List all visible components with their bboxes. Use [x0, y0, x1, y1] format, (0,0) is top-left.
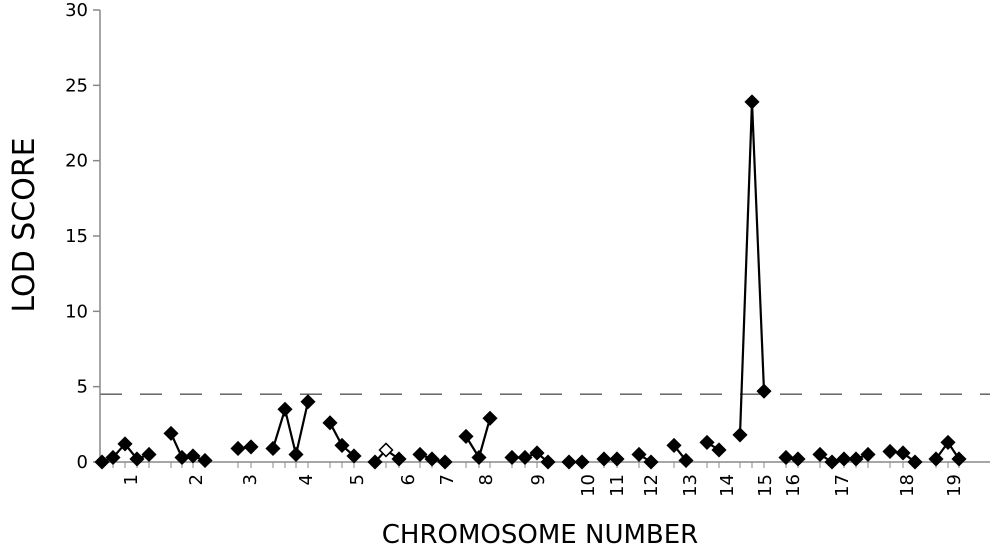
data-point — [197, 452, 213, 469]
data-point — [882, 443, 898, 460]
data-point — [848, 451, 864, 467]
x-tick-label: 15 — [755, 474, 776, 497]
data-point — [163, 425, 179, 441]
data-point — [378, 442, 394, 458]
data-point — [504, 449, 520, 466]
data-point — [609, 451, 625, 467]
x-tick-label: 13 — [680, 474, 701, 497]
data-point — [391, 451, 407, 467]
data-point — [141, 446, 157, 463]
data-point — [678, 452, 694, 469]
x-axis-label: CHROMOSOME NUMBER — [382, 520, 698, 546]
data-point — [895, 445, 911, 461]
data-point — [540, 454, 556, 470]
data-point — [860, 446, 876, 463]
x-tick-label: 1 — [121, 474, 142, 485]
x-tick-label: 4 — [296, 474, 317, 485]
data-point — [631, 446, 647, 463]
data-point — [288, 446, 304, 463]
data-point — [412, 446, 428, 463]
data-point — [596, 451, 612, 467]
data-point — [424, 451, 440, 467]
data-point — [277, 401, 293, 417]
data-point — [744, 94, 760, 110]
series-layer — [94, 94, 967, 470]
data-point — [951, 451, 967, 467]
y-tick-label: 20 — [65, 151, 88, 172]
x-tick-label: 9 — [528, 474, 549, 485]
data-point — [94, 454, 110, 470]
data-point — [129, 451, 145, 467]
x-tick-label: 12 — [641, 474, 662, 497]
data-point — [940, 434, 956, 450]
y-tick-label: 25 — [65, 75, 88, 96]
data-point — [756, 383, 772, 399]
y-tick-label: 5 — [77, 377, 88, 398]
x-tick-label: 7 — [437, 474, 458, 485]
x-tick-label: 10 — [578, 474, 599, 497]
data-point — [907, 454, 923, 470]
data-point — [265, 440, 281, 457]
data-point — [458, 428, 474, 444]
x-tick-label: 14 — [717, 474, 738, 497]
data-point — [367, 454, 383, 470]
data-point — [334, 437, 350, 453]
data-point — [824, 454, 840, 470]
data-point — [529, 445, 545, 461]
data-point — [322, 415, 338, 431]
y-tick-label: 30 — [65, 0, 88, 21]
data-point — [790, 451, 806, 467]
x-tick-label: 2 — [186, 474, 207, 485]
data-point — [105, 449, 121, 466]
chromosome-15-line — [738, 101, 766, 435]
x-tick-label: 17 — [832, 474, 853, 497]
x-tick-label: 3 — [240, 474, 261, 485]
data-point — [928, 451, 944, 467]
x-tick-label: 5 — [347, 474, 368, 485]
data-point — [711, 442, 727, 458]
data-point — [346, 448, 362, 464]
data-point — [517, 449, 533, 466]
x-tick-label: 11 — [607, 474, 628, 497]
data-point — [699, 434, 715, 450]
data-point — [643, 454, 659, 470]
data-point — [812, 446, 828, 463]
x-tick-label: 8 — [476, 474, 497, 485]
axes — [93, 9, 990, 468]
y-tick-label: 10 — [65, 301, 88, 322]
y-tick-label: 0 — [77, 452, 88, 473]
data-point — [836, 451, 852, 467]
data-point — [574, 454, 590, 470]
data-point — [243, 439, 259, 455]
x-tick-label: 16 — [783, 474, 804, 497]
x-tick-label: 19 — [944, 474, 965, 497]
data-point — [561, 454, 577, 470]
data-point — [185, 448, 201, 464]
data-point — [117, 436, 133, 452]
y-axis-label: LOD SCORE — [7, 137, 42, 312]
x-tick-label: 6 — [398, 474, 419, 485]
x-tick-label: 18 — [897, 474, 918, 497]
chromosome-4-line — [271, 401, 310, 455]
data-point — [482, 410, 498, 426]
y-tick-label: 15 — [65, 226, 88, 247]
data-point — [778, 449, 794, 466]
data-point — [437, 454, 453, 470]
data-point — [471, 449, 487, 466]
data-point — [666, 437, 682, 453]
data-point — [732, 427, 748, 443]
data-point — [300, 394, 316, 410]
data-point — [230, 440, 246, 457]
